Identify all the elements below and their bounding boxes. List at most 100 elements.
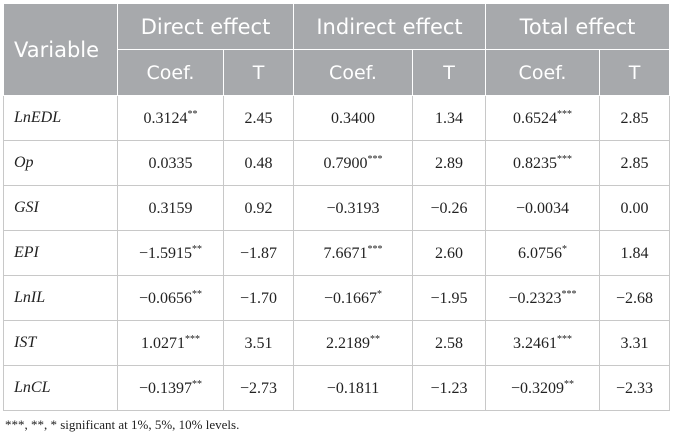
table-cell: 2.58 [412,320,487,366]
header-indirect-coef: Coef. [293,49,414,96]
cell-value: −0.1667 [324,289,378,307]
cell-value: 0.8235 [513,154,558,172]
table-cell: 0.6524*** [485,95,601,141]
cell-value: 0.48 [244,154,273,172]
cell-value: −1.87 [239,244,278,262]
cell-value: 0.92 [244,199,273,217]
table-cell: 0.3400 [293,95,414,141]
table-cell: 0.8235*** [485,140,601,186]
table-cell: −0.0034 [485,185,601,231]
row-variable: EPI [3,230,118,276]
table-cell: 1.84 [599,230,671,276]
cell-value: −0.3209 [511,379,565,397]
table-cell: 2.2189** [293,320,414,366]
cell-value: −0.0034 [516,199,570,217]
table-cell: −0.3193 [293,185,414,231]
cell-value: 1.34 [435,109,464,127]
table-cell: −1.5915** [117,230,224,276]
row-variable: LnCL [3,365,118,411]
footnote: ***, **, * significant at 1%, 5%, 10% le… [5,417,240,432]
header-indirect-effect: Indirect effect [293,3,487,50]
table-cell: 0.48 [222,140,295,186]
significance-stars: *** [557,153,573,165]
cell-value: 0.6524 [513,109,558,127]
cell-value: 2.58 [435,334,464,352]
table-cell: −0.1397** [117,365,224,411]
table-cell: 0.00 [599,185,671,231]
cell-value: 2.85 [620,109,649,127]
cell-value: −1.70 [239,289,278,307]
header-direct-effect: Direct effect [116,3,295,50]
significance-stars: *** [557,108,573,120]
table-cell: 1.0271*** [117,320,224,366]
cell-value: 2.89 [435,154,464,172]
table-cell: −0.0656** [117,275,224,321]
row-variable: Op [3,140,118,186]
cell-value: 0.3124 [143,109,188,127]
significance-stars: ** [192,243,203,255]
cell-value: −2.33 [616,379,654,397]
cell-value: 6.0756 [518,244,563,262]
row-variable: LnEDL [3,95,118,141]
table-cell: −0.3209** [485,365,601,411]
header-total-coef: Coef. [485,49,601,96]
table-row: IST 1.0271*** 3.51 2.2189** 2.58 3.2461*** 3.3… [3,320,671,366]
cell-value: 3.51 [244,334,273,352]
cell-value: −2.73 [239,379,278,397]
cell-value: 0.00 [620,199,649,217]
table-cell: 2.85 [599,95,671,141]
cell-value: 0.0335 [148,154,193,172]
cell-value: 1.84 [620,244,649,262]
table-cell: −0.1811 [293,365,414,411]
table-cell: 6.0756* [485,230,601,276]
cell-value: −2.68 [616,289,654,307]
table-cell: 0.0335 [117,140,224,186]
table-row: GSI 0.3159 0.92 −0.3193 −0.26 −0.0034 0.00 [3,185,671,231]
cell-value: 3.2461 [513,334,558,352]
table-cell: −2.33 [599,365,671,411]
significance-stars: * [377,288,383,300]
results-table: Variable Direct effect Indirect effect T… [3,3,671,411]
significance-stars: * [562,243,568,255]
table-cell: −1.23 [412,365,487,411]
significance-stars: *** [561,288,577,300]
cell-value: −0.1397 [138,379,193,397]
table-cell: −0.1667* [293,275,414,321]
header-variable: Variable [3,3,118,96]
significance-stars: ** [564,378,575,390]
row-variable: IST [3,320,118,366]
significance-stars: *** [185,333,200,345]
cell-value: −0.1811 [326,379,380,397]
table-cell: 3.51 [222,320,295,366]
cell-value: 0.7900 [323,154,368,172]
table-cell: 3.31 [599,320,671,366]
significance-stars: ** [370,333,381,345]
table-cell: 2.45 [222,95,295,141]
table-row: LnIL −0.0656** −1.70 −0.1667* −1.95 −0.2323**… [3,275,671,321]
significance-stars: *** [367,243,383,255]
table-row: Op 0.0335 0.48 0.7900*** 2.89 0.8235*** 2.85 [3,140,671,186]
table-cell: −2.68 [599,275,671,321]
table-cell: 1.34 [412,95,487,141]
significance-stars: *** [367,153,383,165]
header-total-effect: Total effect [485,3,671,50]
table-cell: −1.95 [412,275,487,321]
table-cell: 2.89 [412,140,487,186]
table-cell: 0.3159 [117,185,224,231]
cell-value: 3.31 [620,334,649,352]
significance-stars: *** [557,333,573,345]
table-cell: −0.2323*** [485,275,601,321]
cell-value: 0.3159 [148,199,193,217]
row-variable: GSI [3,185,118,231]
table-cell: −2.73 [222,365,295,411]
cell-value: 2.2189 [326,334,371,352]
table-cell: 2.60 [412,230,487,276]
table-row: LnEDL 0.3124** 2.45 0.3400 1.34 0.6524*** 2.85 [3,95,671,141]
cell-value: −0.0656 [138,289,193,307]
table-row: LnCL −0.1397** −2.73 −0.1811 −1.23 −0.3209** −… [3,365,671,411]
significance-stars: ** [187,108,198,120]
cell-value: −1.5915 [138,244,193,262]
table-cell: 0.92 [222,185,295,231]
header-total-t: T [599,49,671,96]
cell-value: −0.3193 [326,199,380,217]
